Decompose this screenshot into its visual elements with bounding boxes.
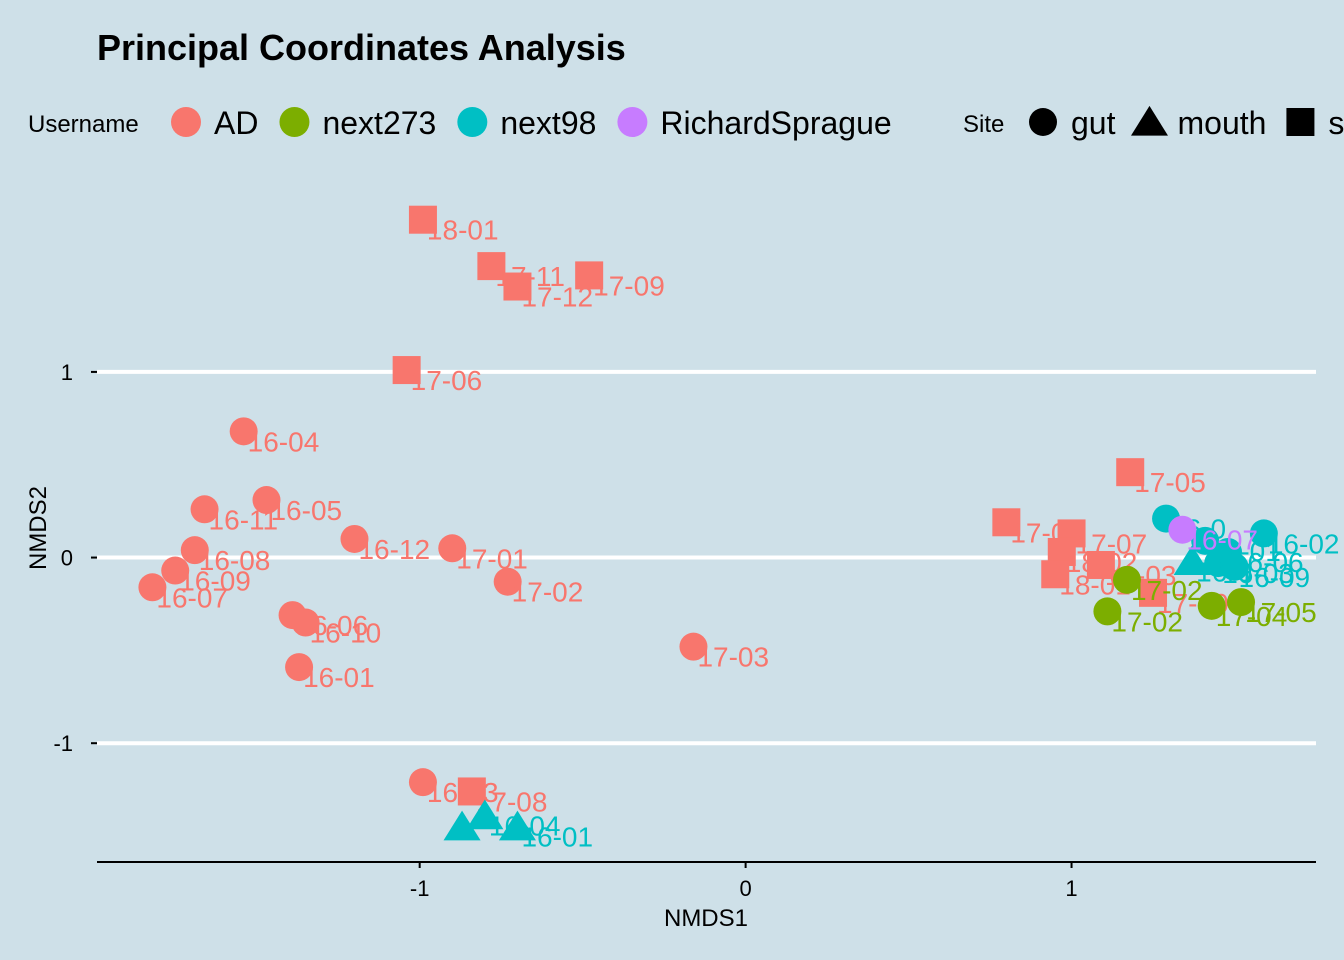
point-label: 16-04 xyxy=(248,426,320,457)
point-label: 16-12 xyxy=(358,534,430,565)
point-label: 17-03 xyxy=(697,642,769,673)
y-axis-label: NMDS2 xyxy=(25,486,52,570)
point-label: 16-05 xyxy=(270,495,342,526)
point-square xyxy=(477,252,506,281)
point-circle xyxy=(1227,588,1256,617)
point-square xyxy=(992,508,1021,537)
legend-username-title: Username xyxy=(28,111,139,138)
point-label: 16-11 xyxy=(209,504,279,535)
point-square xyxy=(1116,458,1145,487)
point-label: 16-08 xyxy=(199,545,271,576)
legend-label: RichardSprague xyxy=(660,105,891,141)
point-circle xyxy=(1168,515,1197,544)
point-circle xyxy=(493,567,522,596)
point-circle xyxy=(438,534,467,563)
point-triangle xyxy=(443,810,481,841)
legend-label: gut xyxy=(1071,105,1116,141)
x-tick-label: 1 xyxy=(1065,876,1077,901)
point-circle xyxy=(291,608,320,637)
point-square xyxy=(457,777,486,806)
point-label: 16-07 xyxy=(156,582,228,613)
legend-key-mouth xyxy=(1130,105,1168,136)
point-circle xyxy=(1220,552,1249,581)
data-points: 18-0117-1117-1217-0917-0616-0416-0516-11… xyxy=(138,205,1340,853)
point-label: 17-02 xyxy=(1131,575,1203,606)
legend-key-gut xyxy=(1029,108,1057,136)
point-label: 17-02 xyxy=(512,577,584,608)
point-circle xyxy=(408,768,437,797)
legend: Username AD next273 next98 RichardSprague S… xyxy=(28,105,1344,141)
point-square xyxy=(392,356,421,385)
point-circle xyxy=(1191,526,1220,555)
point-square xyxy=(1086,550,1115,579)
point-label: 16-07 xyxy=(1186,525,1258,556)
legend-site-title: Site xyxy=(963,111,1004,138)
legend-label: next273 xyxy=(322,105,436,141)
x-axis-ticks: -1 0 1 xyxy=(410,862,1078,901)
legend-key-AD xyxy=(171,107,201,137)
point-label: 17-09 xyxy=(593,270,665,301)
point-label: 16-0 xyxy=(1196,556,1252,587)
point-circle xyxy=(1249,519,1278,548)
point-square xyxy=(408,205,437,234)
point-circle xyxy=(180,536,209,565)
x-axis-label: NMDS1 xyxy=(664,905,748,932)
legend-key-next273 xyxy=(279,107,310,137)
point-label: 17-06 xyxy=(411,365,483,396)
point-label: 17-01 xyxy=(456,543,528,574)
y-axis-ticks: -1 0 1 xyxy=(53,360,97,756)
point-label: 18-01 xyxy=(427,215,499,246)
legend-users: AD next273 next98 RichardSprague xyxy=(171,105,892,141)
legend-label: next98 xyxy=(500,105,596,141)
point-label: 16-01 xyxy=(521,822,593,853)
point-label: 16-01 xyxy=(303,662,375,693)
point-circle xyxy=(1112,565,1141,594)
point-circle xyxy=(285,653,314,682)
legend-sites: gut mouth s xyxy=(1029,105,1344,141)
point-label: 16-02 xyxy=(1268,528,1340,559)
point-label: 17-05 xyxy=(1134,467,1206,498)
legend-key-RichardSprague xyxy=(617,107,648,137)
point-circle xyxy=(229,417,258,446)
x-tick-label: 0 xyxy=(739,876,751,901)
point-circle xyxy=(1093,597,1122,626)
point-square xyxy=(1041,560,1070,589)
point-circle xyxy=(679,632,708,661)
point-label: 16-09 xyxy=(1239,562,1311,593)
point-circle xyxy=(138,573,167,602)
point-circle xyxy=(252,486,281,515)
y-tick-label: 1 xyxy=(61,360,73,385)
point-circle xyxy=(161,556,190,585)
point-circle xyxy=(190,495,219,524)
legend-label: s xyxy=(1328,105,1344,141)
point-label: 17-05 xyxy=(1245,597,1317,628)
point-label: 16-09 xyxy=(179,566,251,597)
legend-label: mouth xyxy=(1177,105,1266,141)
point-triangle xyxy=(466,799,504,830)
legend-key-next98 xyxy=(457,107,488,137)
point-circle xyxy=(340,524,369,553)
point-label: 17-02 xyxy=(1111,606,1183,637)
point-triangle xyxy=(1173,545,1211,575)
point-triangle xyxy=(498,810,536,841)
point-circle xyxy=(1197,591,1226,620)
legend-label: AD xyxy=(214,105,258,141)
legend-key-s xyxy=(1286,108,1315,136)
point-square xyxy=(1139,578,1168,607)
y-tick-label: 0 xyxy=(61,546,73,571)
chart-title: Principal Coordinates Analysis xyxy=(97,27,626,68)
point-label: 16-10 xyxy=(310,618,382,649)
point-square xyxy=(503,272,532,301)
x-tick-label: -1 xyxy=(410,876,430,901)
point-square xyxy=(575,261,604,290)
y-tick-label: -1 xyxy=(53,731,73,756)
